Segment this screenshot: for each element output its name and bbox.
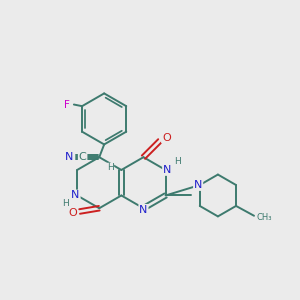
Text: H: H bbox=[62, 199, 69, 208]
Text: O: O bbox=[162, 133, 171, 142]
Text: CH₃: CH₃ bbox=[256, 213, 272, 222]
Text: H: H bbox=[107, 164, 113, 172]
Text: O: O bbox=[68, 208, 77, 218]
Text: N: N bbox=[163, 165, 171, 175]
Text: H: H bbox=[174, 157, 180, 166]
Text: N: N bbox=[65, 152, 74, 162]
Text: N: N bbox=[139, 205, 148, 215]
Text: F: F bbox=[64, 100, 70, 110]
Text: N: N bbox=[71, 190, 80, 200]
Text: C: C bbox=[79, 152, 86, 162]
Text: N: N bbox=[194, 180, 202, 190]
